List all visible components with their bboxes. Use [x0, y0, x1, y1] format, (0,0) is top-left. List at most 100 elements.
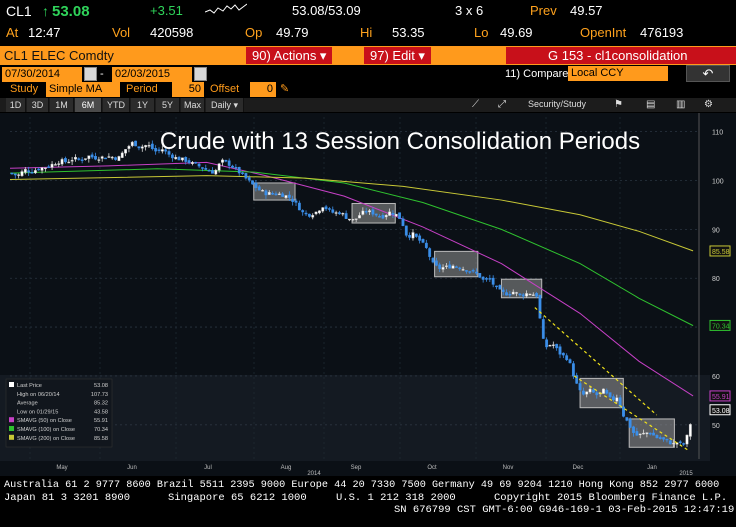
- candle-body: [515, 292, 518, 294]
- candle-body: [277, 193, 281, 195]
- zoom-tool-icon[interactable]: ⤢: [498, 99, 506, 110]
- study-select[interactable]: Simple MA: [46, 82, 120, 97]
- x-tick-label: May: [56, 465, 67, 471]
- candle-body: [488, 278, 492, 280]
- security-study-button[interactable]: Security/Study: [528, 99, 587, 109]
- candle-body: [461, 269, 465, 271]
- chart-title: Crude with 13 Session Consolidation Peri…: [160, 128, 640, 155]
- candle-body: [237, 167, 241, 174]
- tab-ytd[interactable]: YTD: [103, 98, 130, 112]
- frequency-select[interactable]: Daily ▾: [206, 98, 244, 112]
- price-tag-box: [709, 404, 731, 416]
- candle-body: [104, 157, 107, 160]
- candle-body: [655, 434, 659, 439]
- x-tick-label: Sep: [351, 465, 362, 471]
- legend-value: 70.34: [94, 427, 108, 433]
- line-tool-icon[interactable]: ⟋: [472, 99, 479, 110]
- compare-select[interactable]: Local CCY: [568, 66, 668, 81]
- tab-1m[interactable]: 1M: [50, 98, 74, 112]
- end-date-field[interactable]: 02/03/2015: [112, 67, 192, 82]
- start-date-field[interactable]: 07/30/2014: [2, 67, 82, 82]
- table-icon[interactable]: ▤: [646, 99, 656, 110]
- candle-body: [662, 437, 666, 440]
- footer-copyright: Copyright 2015 Bloomberg Finance L.P.: [494, 492, 728, 504]
- candle-body: [321, 207, 325, 212]
- legend-value: 107.73: [91, 392, 108, 398]
- footer-japan: Japan 81 3 3201 8900: [4, 492, 131, 504]
- net-change: +3.51: [150, 3, 183, 18]
- candle-body: [608, 392, 612, 398]
- bid-ask-size: 3 x 6: [455, 3, 484, 18]
- tab-1d[interactable]: 1D: [6, 98, 26, 112]
- candle-body: [444, 265, 448, 267]
- y-tick-label: 50: [712, 423, 720, 430]
- quote-row-2: At 12:47 Vol 420598 Op 49.79 Hi 53.35 Lo…: [0, 24, 736, 42]
- candle-body: [30, 172, 34, 174]
- footer: Australia 61 2 9777 8600 Brazil 5511 239…: [0, 476, 736, 527]
- candle-body: [481, 276, 485, 280]
- footer-singapore: Singapore 65 6212 1000: [168, 492, 307, 504]
- chart-grid: [10, 117, 698, 459]
- tab-6m[interactable]: 6M: [75, 98, 102, 112]
- range-tabs: 1D 3D 1M 6M YTD 1Y 5Y Max Daily ▾ ⟋ ⤢ Se…: [0, 98, 736, 112]
- candle-body: [60, 159, 64, 165]
- high-price: 53.35: [392, 25, 425, 40]
- tab-1y[interactable]: 1Y: [131, 98, 155, 112]
- end-calendar-icon[interactable]: [194, 67, 207, 81]
- candle-body: [558, 346, 562, 355]
- candle-body: [13, 173, 17, 176]
- candle-body: [304, 212, 308, 215]
- candle-body: [244, 173, 248, 179]
- candle-body: [622, 406, 625, 417]
- price-tag-label: 70.34: [712, 323, 730, 330]
- chart-type-icon[interactable]: ▥: [676, 99, 686, 110]
- x-tick-label: Oct: [427, 465, 437, 471]
- moving-averages: [9, 161, 694, 397]
- price-tag-label: 55.91: [712, 394, 730, 401]
- y-tick-label: 60: [712, 374, 720, 381]
- candle-body: [632, 426, 635, 433]
- edit-menu-button[interactable]: 97) Edit ▾: [364, 47, 431, 64]
- period-field[interactable]: 50: [172, 82, 204, 97]
- legend-label: SMAVG (100) on Close: [17, 427, 75, 433]
- pencil-icon[interactable]: ✎: [280, 83, 290, 95]
- candle-body: [401, 218, 405, 226]
- candle-body: [565, 355, 569, 360]
- start-calendar-icon[interactable]: [84, 67, 97, 81]
- candle-body: [331, 209, 335, 213]
- candle-body: [384, 215, 388, 218]
- gear-icon[interactable]: ⚙: [704, 99, 713, 110]
- candle-body: [471, 269, 475, 272]
- tab-3d[interactable]: 3D: [27, 98, 49, 112]
- candle-body: [107, 156, 111, 158]
- ticker: CL1: [6, 3, 32, 19]
- candle-body: [180, 157, 184, 161]
- candle-body: [581, 390, 585, 395]
- candle-body: [23, 169, 27, 173]
- candle-body: [37, 168, 41, 171]
- candle-body: [495, 285, 498, 288]
- tab-max[interactable]: Max: [181, 98, 205, 112]
- command-bar: CL1 ELEC Comdty 90) Actions ▾ 97) Edit ▾…: [0, 46, 736, 65]
- candle-body: [27, 170, 31, 173]
- candle-body: [33, 170, 37, 174]
- candle-body: [281, 193, 285, 197]
- candle-body: [431, 257, 435, 263]
- price-candles: [10, 140, 692, 448]
- footer-session: SN 676799 CST GMT-6:00 G946-169-1 03-Feb…: [394, 504, 735, 516]
- legend-label: High on 06/20/14: [17, 392, 60, 398]
- legend-label: Last Price: [17, 383, 42, 389]
- candle-body: [100, 156, 104, 159]
- actions-menu-button[interactable]: 90) Actions ▾: [246, 47, 333, 64]
- back-arrow-icon[interactable]: ↶: [686, 65, 730, 82]
- candle-body: [615, 397, 619, 402]
- tab-5y[interactable]: 5Y: [156, 98, 180, 112]
- candle-body: [418, 235, 422, 241]
- legend-value: 53.08: [94, 383, 108, 389]
- flag-icon[interactable]: ⚑: [614, 99, 623, 110]
- candle-body: [67, 161, 71, 164]
- candle-body: [521, 294, 525, 297]
- offset-field[interactable]: 0: [250, 82, 276, 97]
